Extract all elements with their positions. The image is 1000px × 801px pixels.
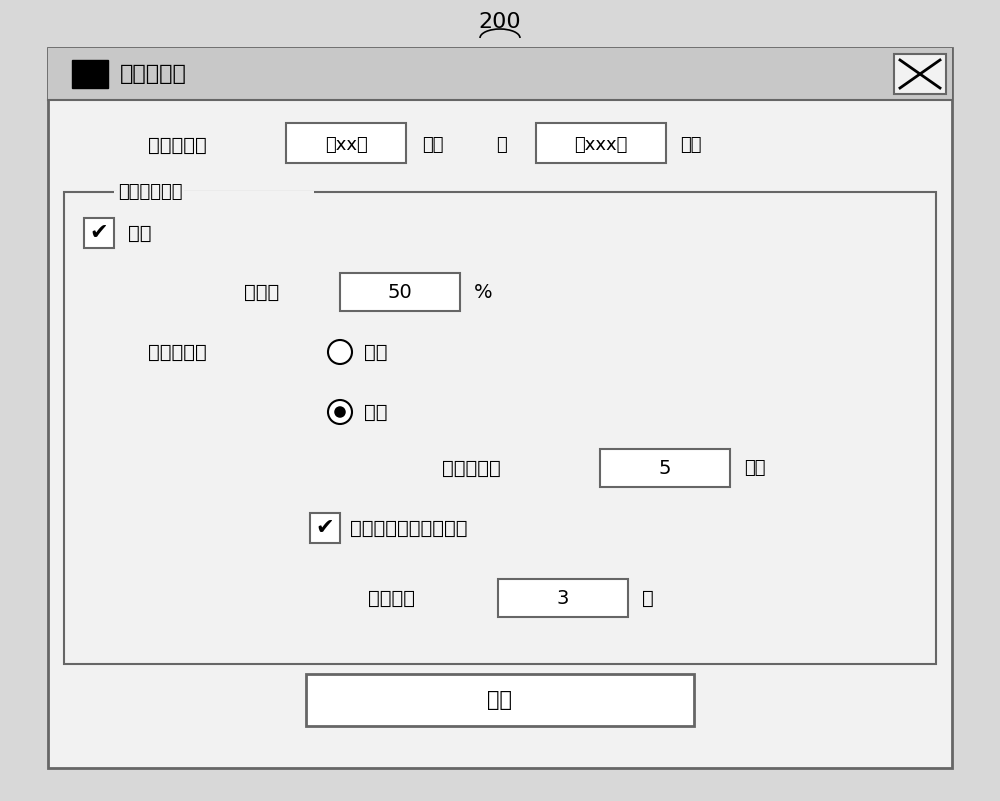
- Text: 噴射定时：: 噴射定时：: [148, 343, 207, 361]
- Bar: [64, 192, 936, 664]
- Text: 噴底: 噴底: [128, 223, 152, 243]
- Bar: [306, 674, 694, 726]
- Text: 像素: 像素: [422, 136, 444, 154]
- Bar: [498, 579, 628, 617]
- Text: 标签线数：: 标签线数：: [442, 458, 501, 477]
- Circle shape: [328, 340, 352, 364]
- Text: 页间隔：: 页间隔：: [368, 589, 415, 607]
- Bar: [114, 191, 314, 194]
- Bar: [84, 218, 114, 248]
- Bar: [310, 513, 340, 543]
- Text: 第xx个: 第xx个: [325, 136, 367, 154]
- Text: 用户区域：: 用户区域：: [148, 135, 207, 155]
- Bar: [48, 48, 952, 100]
- Text: 打印控制区域: 打印控制区域: [118, 183, 182, 201]
- Text: 至: 至: [496, 136, 507, 154]
- Circle shape: [334, 406, 346, 418]
- Text: 200: 200: [479, 12, 521, 32]
- Text: 恒定: 恒定: [364, 343, 388, 361]
- Bar: [894, 54, 946, 94]
- Text: 50: 50: [388, 283, 412, 301]
- Bar: [72, 60, 108, 88]
- Text: 3: 3: [557, 589, 569, 607]
- Bar: [286, 123, 406, 163]
- Text: 确定: 确定: [488, 690, 512, 710]
- Text: 像素: 像素: [744, 459, 766, 477]
- Text: ✔: ✔: [90, 223, 108, 243]
- Text: ✔: ✔: [316, 518, 334, 538]
- Bar: [600, 449, 730, 487]
- Text: 以一定页间隔强制噴底: 以一定页间隔强制噴底: [350, 518, 468, 537]
- Text: %: %: [474, 283, 493, 301]
- Text: 预噴底设置: 预噴底设置: [120, 64, 187, 84]
- Text: 第xxx个: 第xxx个: [574, 136, 628, 154]
- Text: 自动: 自动: [364, 402, 388, 421]
- Bar: [536, 123, 666, 163]
- Text: 浓度：: 浓度：: [244, 283, 279, 301]
- Text: 像素: 像素: [680, 136, 702, 154]
- Bar: [340, 273, 460, 311]
- Circle shape: [328, 400, 352, 424]
- Bar: [48, 48, 952, 768]
- Text: 5: 5: [659, 458, 671, 477]
- Text: 页: 页: [642, 589, 654, 607]
